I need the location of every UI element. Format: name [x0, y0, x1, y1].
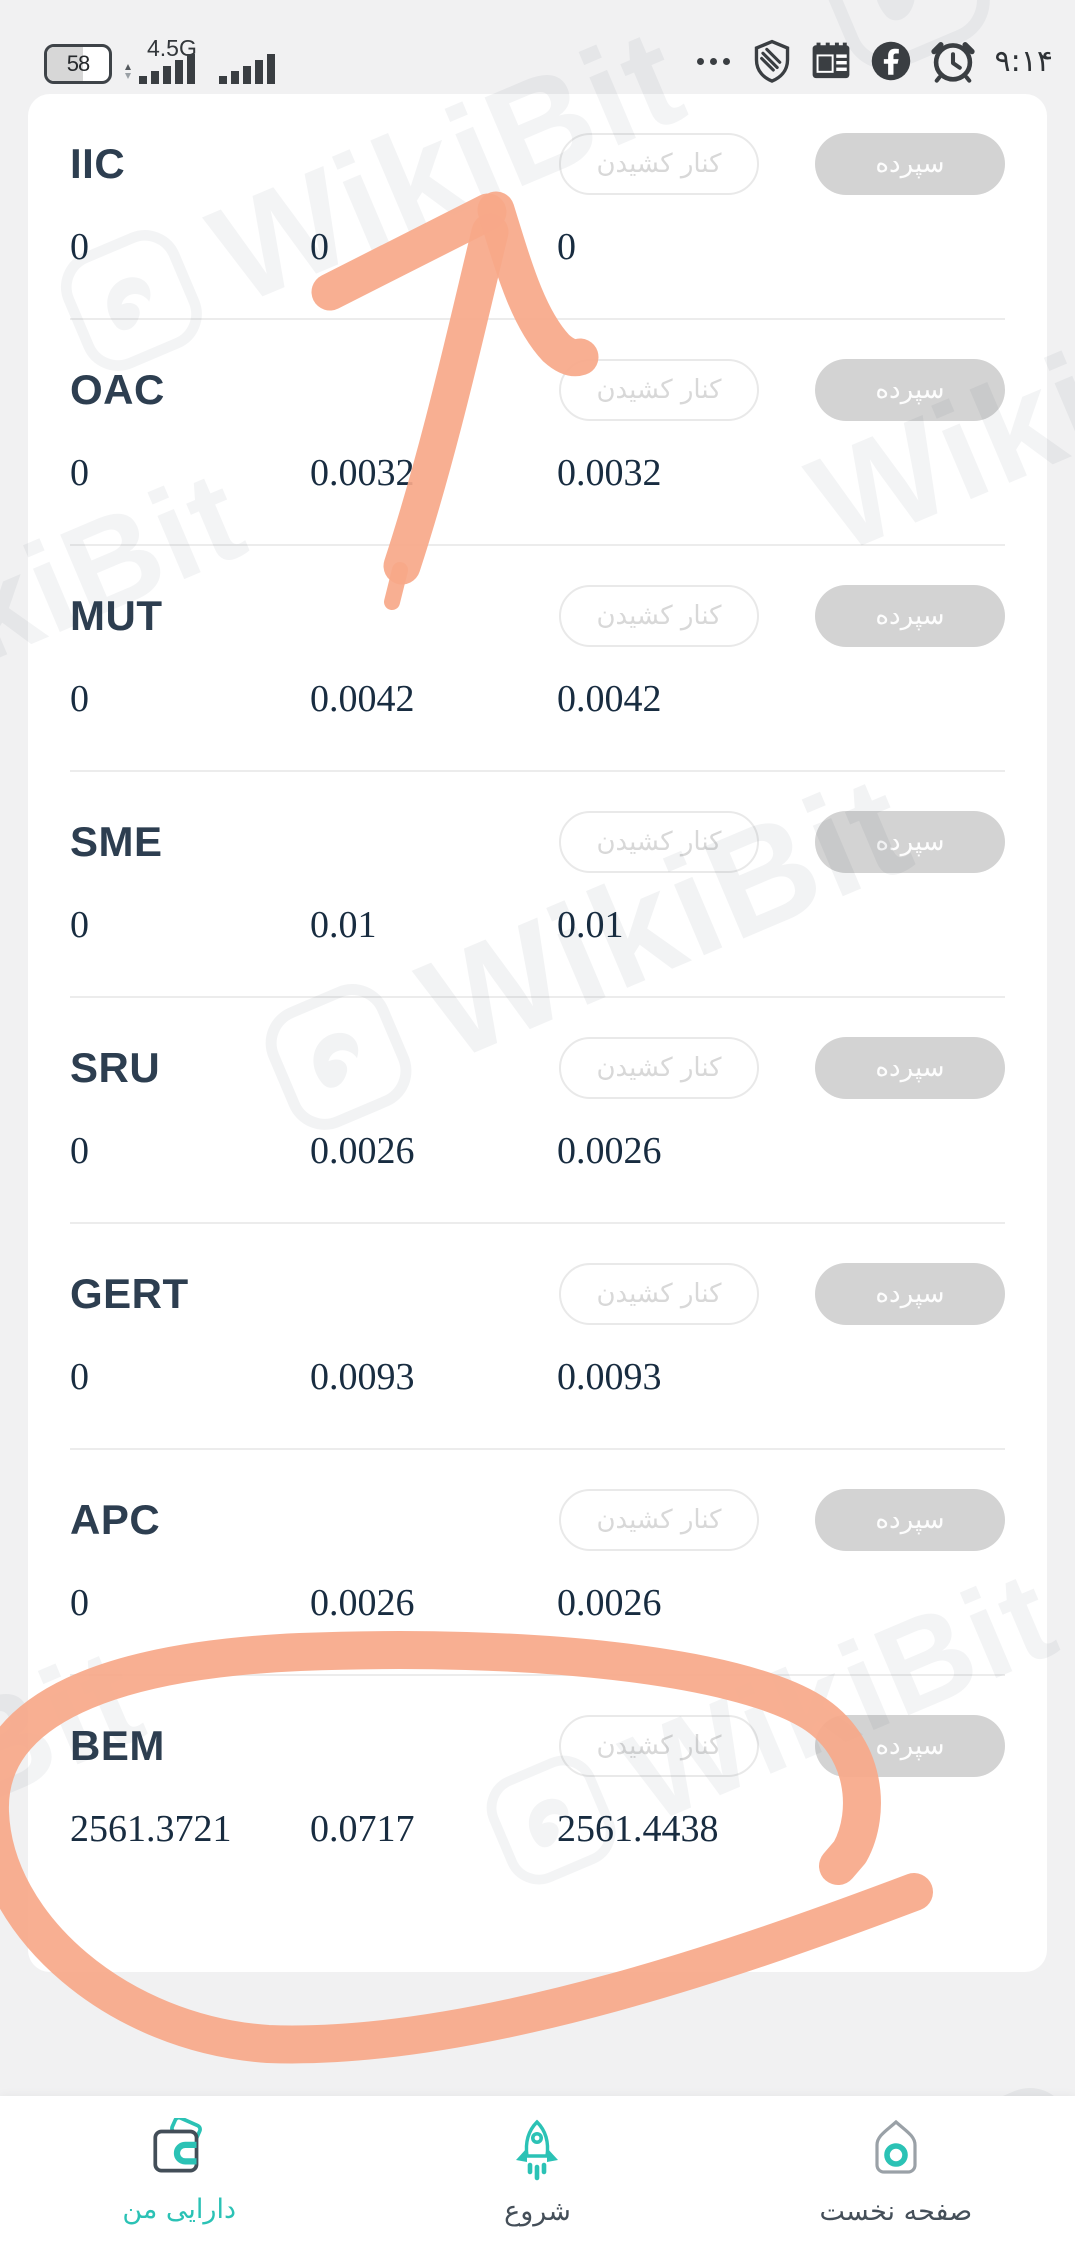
asset-symbol: APC	[70, 1496, 161, 1543]
status-bar: 58 4.5G	[0, 0, 1075, 94]
deposit-button[interactable]: سپرده	[815, 811, 1005, 873]
deposit-button[interactable]: سپرده	[815, 1037, 1005, 1099]
deposit-button[interactable]: سپرده	[815, 585, 1005, 647]
asset-value-available: 0	[70, 452, 89, 494]
asset-row-sme: SME کنار کشیدن سپرده 0 0.01 0.01	[70, 772, 1005, 998]
nav-label: صفحه نخست	[819, 2196, 973, 2227]
withdraw-button[interactable]: کنار کشیدن	[559, 1037, 759, 1099]
nav-item-home[interactable]: صفحه نخست	[717, 2096, 1075, 2266]
asset-row-mut: MUT کنار کشیدن سپرده 0 0.0042 0.0042	[70, 546, 1005, 772]
asset-value-available: 0	[70, 1582, 89, 1624]
asset-value-available: 0	[70, 904, 89, 946]
status-left-cluster: 58 4.5G	[44, 37, 283, 84]
asset-values: 0 0.01 0.01	[70, 904, 1005, 946]
asset-value-frozen: 0.0042	[310, 678, 415, 720]
asset-value-frozen: 0.0093	[310, 1356, 415, 1398]
signal-bars-icon	[139, 54, 195, 84]
asset-values: 0 0.0093 0.0093	[70, 1356, 1005, 1398]
asset-value-total: 0.0032	[557, 452, 662, 494]
deposit-button[interactable]: سپرده	[815, 1489, 1005, 1551]
asset-symbol: OAC	[70, 366, 165, 413]
asset-list-card: IIC کنار کشیدن سپرده 0 0 0 OAC کنار کشید…	[28, 94, 1047, 1972]
nav-item-my-assets[interactable]: دارایی من	[0, 2096, 358, 2266]
asset-value-available: 0	[70, 226, 89, 268]
asset-values: 0 0.0042 0.0042	[70, 678, 1005, 720]
asset-value-total: 0.0026	[557, 1582, 662, 1624]
asset-value-total: 0.0042	[557, 678, 662, 720]
asset-symbol: GERT	[70, 1270, 189, 1317]
asset-value-total: 2561.4438	[557, 1808, 719, 1850]
asset-value-available: 0	[70, 1130, 89, 1172]
asset-symbol: SME	[70, 818, 163, 865]
asset-row-apc: APC کنار کشیدن سپرده 0 0.0026 0.0026	[70, 1450, 1005, 1676]
asset-row-oac: OAC کنار کشیدن سپرده 0 0.0032 0.0032	[70, 320, 1005, 546]
asset-row-sru: SRU کنار کشیدن سپرده 0 0.0026 0.0026	[70, 998, 1005, 1224]
shield-icon	[754, 39, 789, 83]
nav-label: دارایی من	[122, 2194, 236, 2225]
asset-values: 0 0.0026 0.0026	[70, 1582, 1005, 1624]
asset-value-frozen: 0.0032	[310, 452, 415, 494]
withdraw-button[interactable]: کنار کشیدن	[559, 811, 759, 873]
withdraw-button[interactable]: کنار کشیدن	[559, 1263, 759, 1325]
rocket-icon	[516, 2119, 559, 2181]
asset-value-total: 0.0026	[557, 1130, 662, 1172]
asset-value-frozen: 0	[310, 226, 329, 268]
asset-symbol: MUT	[70, 592, 163, 639]
asset-symbol: SRU	[70, 1044, 161, 1091]
network-type-label: 4.5G	[147, 35, 197, 61]
withdraw-button[interactable]: کنار کشیدن	[559, 1715, 759, 1777]
asset-value-total: 0	[557, 226, 576, 268]
asset-symbol: IIC	[70, 140, 126, 187]
withdraw-button[interactable]: کنار کشیدن	[559, 1489, 759, 1551]
status-right-cluster: ۹:۱۴	[696, 38, 1053, 84]
bottom-nav: دارایی من شروع صفحه نخست	[0, 2096, 1075, 2266]
battery-percent: 58	[66, 51, 91, 76]
asset-value-total: 0.01	[557, 904, 624, 946]
asset-values: 2561.3721 0.0717 2561.4438	[70, 1808, 1005, 1850]
asset-value-total: 0.0093	[557, 1356, 662, 1398]
updown-arrows-icon	[125, 64, 131, 79]
battery-icon: 58	[44, 44, 112, 84]
asset-value-available: 2561.3721	[70, 1808, 232, 1850]
asset-values: 0 0.0026 0.0026	[70, 1130, 1005, 1172]
battery-fill	[47, 47, 83, 81]
asset-value-available: 0	[70, 1356, 89, 1398]
asset-row-bem: BEM کنار کشیدن سپرده 2561.3721 0.0717 25…	[70, 1676, 1005, 1972]
deposit-button[interactable]: سپرده	[815, 133, 1005, 195]
clock-time: ۹:۱۴	[994, 43, 1053, 79]
network-indicator: 4.5G	[121, 37, 283, 84]
nav-item-start[interactable]: شروع	[358, 2096, 716, 2266]
asset-value-frozen: 0.01	[310, 904, 377, 946]
withdraw-button[interactable]: کنار کشیدن	[559, 585, 759, 647]
asset-values: 0 0 0	[70, 226, 1005, 268]
asset-value-frozen: 0.0026	[310, 1582, 415, 1624]
wallet-icon	[153, 2118, 203, 2173]
asset-row-iic: IIC کنار کشیدن سپرده 0 0 0	[70, 94, 1005, 320]
deposit-button[interactable]: سپرده	[815, 359, 1005, 421]
asset-value-frozen: 0.0026	[310, 1130, 415, 1172]
nav-label: شروع	[504, 2196, 571, 2227]
signal-bars-2-icon	[219, 54, 275, 84]
asset-row-gert: GERT کنار کشیدن سپرده 0 0.0093 0.0093	[70, 1224, 1005, 1450]
news-icon	[812, 42, 849, 79]
deposit-button[interactable]: سپرده	[815, 1715, 1005, 1777]
withdraw-button[interactable]: کنار کشیدن	[559, 359, 759, 421]
asset-value-frozen: 0.0717	[310, 1808, 415, 1850]
asset-symbol: BEM	[70, 1722, 165, 1769]
withdraw-button[interactable]: کنار کشیدن	[559, 133, 759, 195]
asset-value-available: 0	[70, 678, 89, 720]
asset-values: 0 0.0032 0.0032	[70, 452, 1005, 494]
deposit-button[interactable]: سپرده	[815, 1263, 1005, 1325]
home-icon	[875, 2119, 917, 2174]
alarm-clock-icon	[930, 42, 975, 83]
facebook-icon	[871, 41, 910, 81]
more-dots-icon	[696, 57, 730, 65]
